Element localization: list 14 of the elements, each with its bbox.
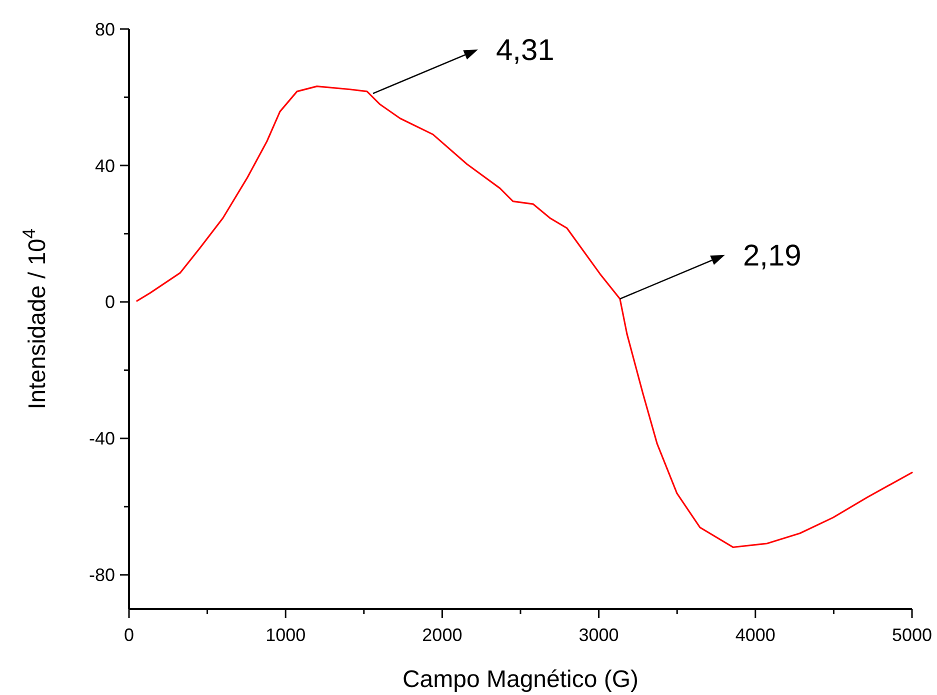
y-tick-label: 40 — [94, 156, 115, 176]
x-tick-label: 5000 — [892, 625, 932, 645]
y-tick-label: 0 — [104, 292, 115, 312]
x-tick-label: 1000 — [266, 625, 306, 645]
y-tick-label: -40 — [88, 428, 115, 449]
annotation: 2,19 — [742, 239, 802, 272]
x-tick-label: 4000 — [735, 625, 776, 645]
x-axis-title: Campo Magnético (G) — [402, 666, 639, 693]
x-tick-label: 0 — [124, 625, 134, 645]
y-tick-label: -80 — [88, 565, 115, 586]
y-tick-label: 80 — [94, 19, 115, 40]
annotation: 4,31 — [496, 34, 554, 67]
x-tick-label: 2000 — [422, 625, 462, 645]
x-tick-label: 3000 — [578, 625, 619, 645]
